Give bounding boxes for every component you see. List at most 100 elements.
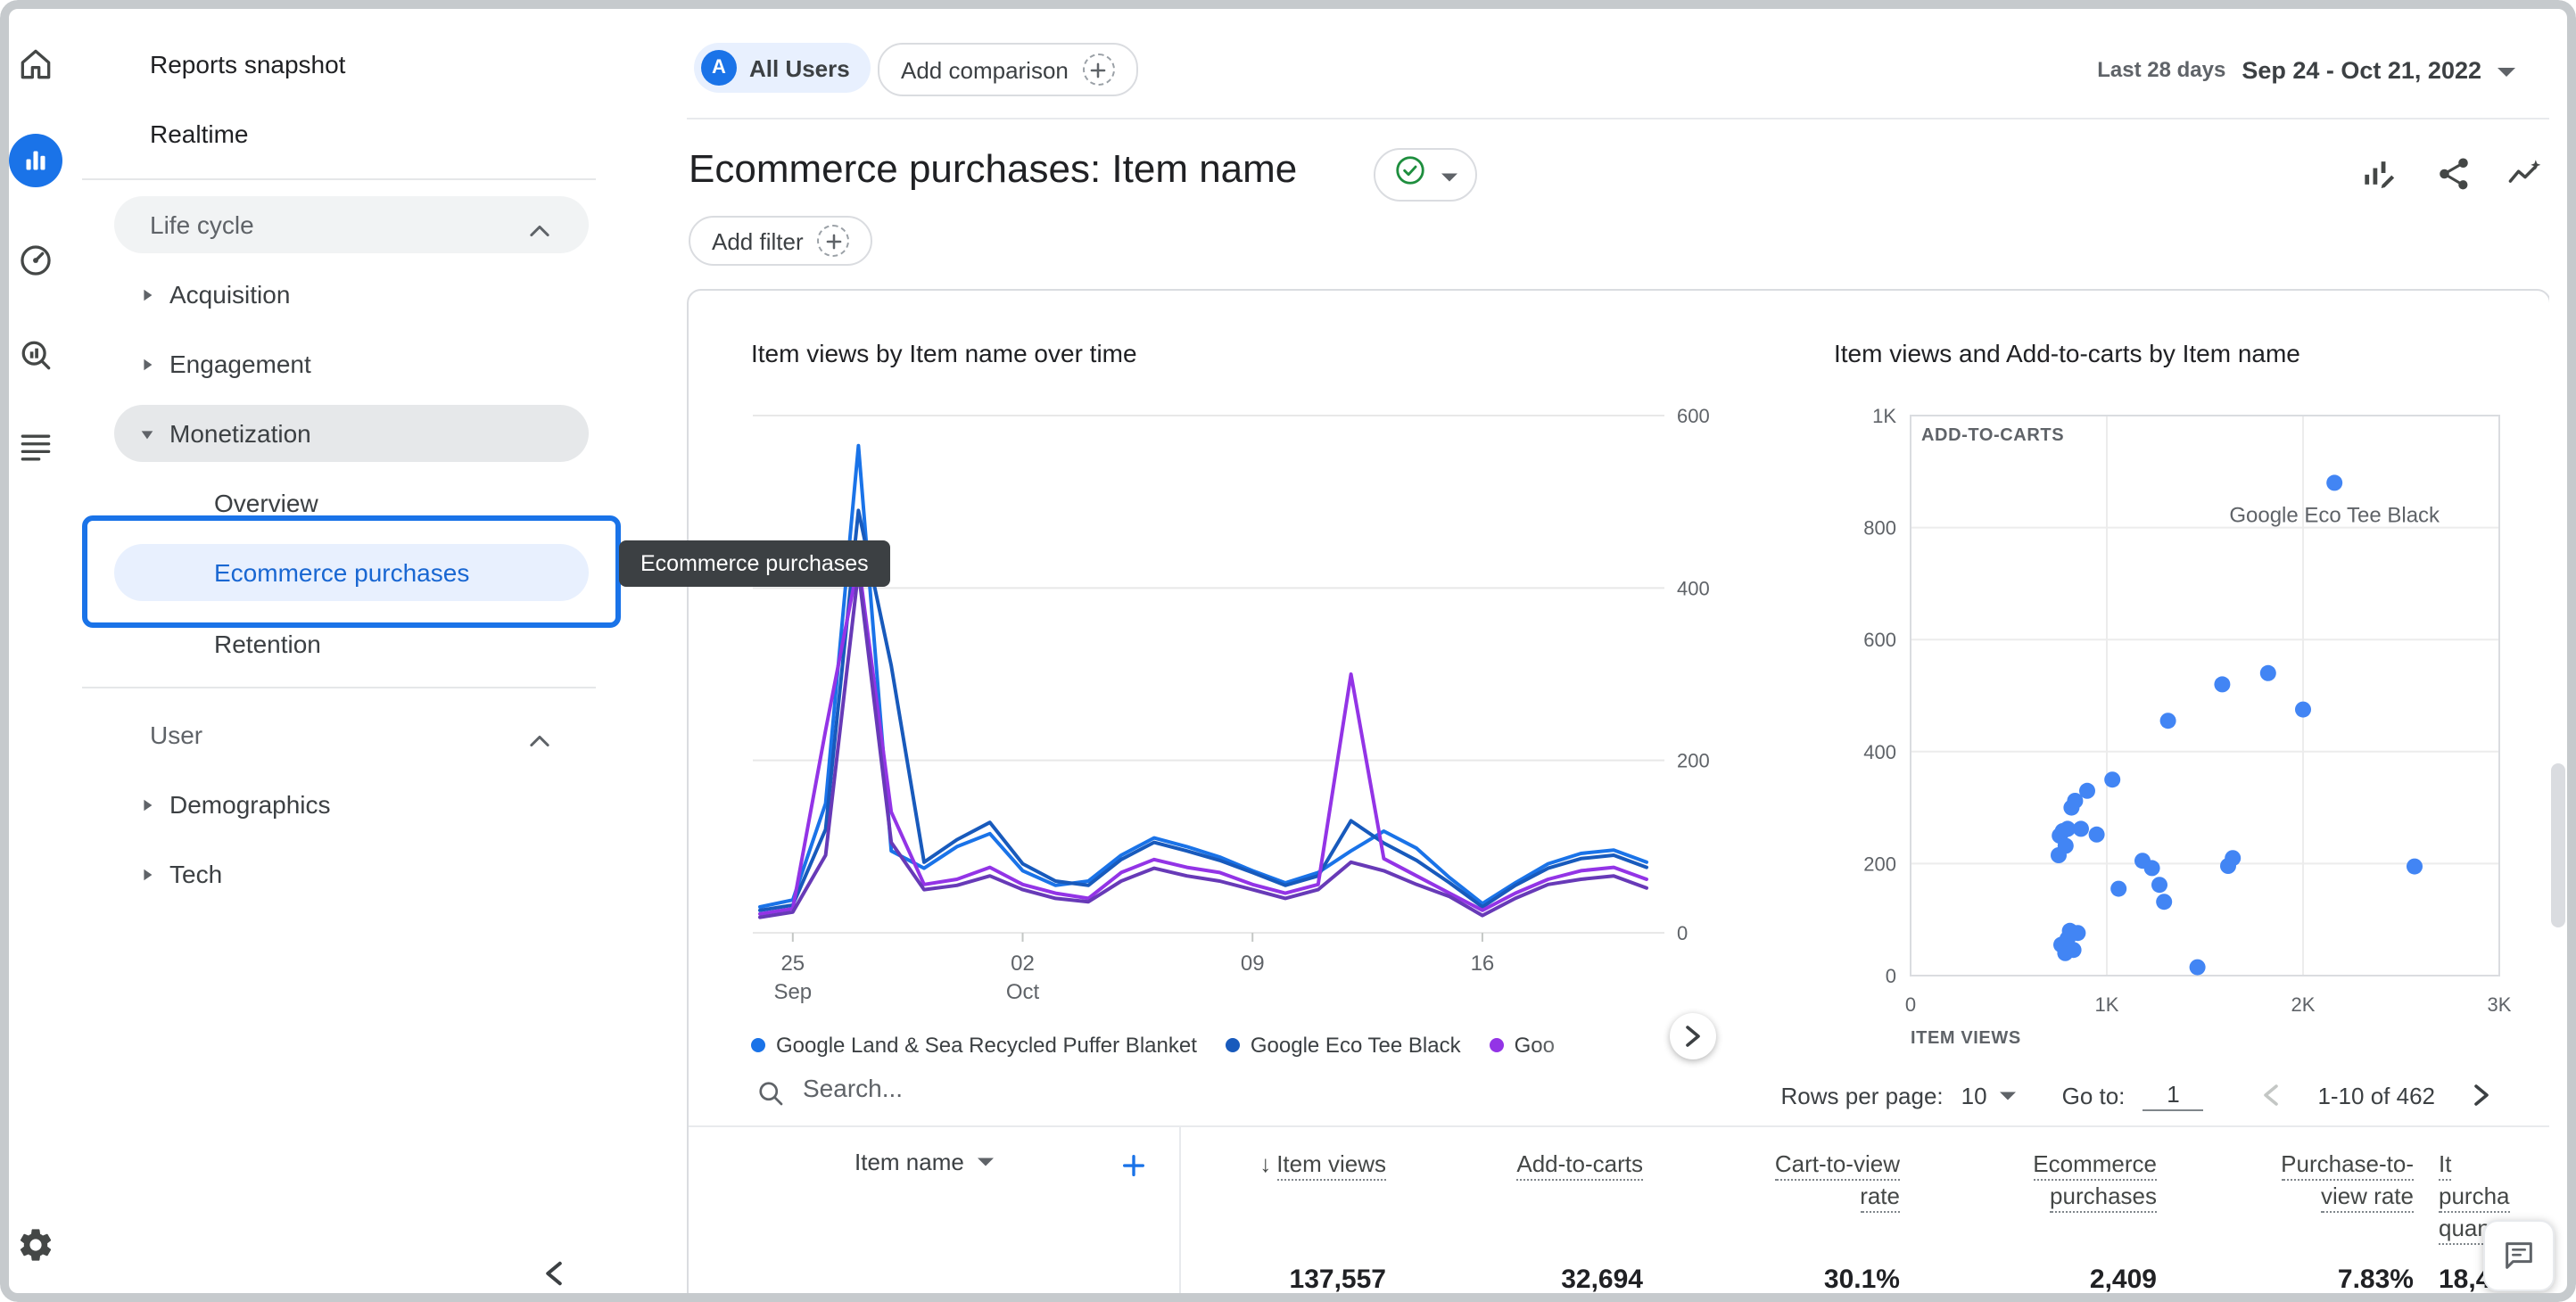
sidebar-item-overview[interactable]: Overview [114, 474, 589, 532]
svg-text:25: 25 [780, 952, 805, 976]
sidebar-section-user[interactable]: User [114, 706, 589, 763]
caret-down-icon [2498, 54, 2515, 86]
legend-label: Google Eco Tee Black [1250, 1033, 1461, 1058]
add-comparison-label: Add comparison [901, 56, 1069, 83]
sidebar-separator [82, 178, 596, 180]
column-divider [1179, 1127, 1181, 1302]
sidebar-item-label: Overview [214, 489, 318, 517]
svg-text:0: 0 [1886, 965, 1896, 987]
column-header-label: It [2439, 1150, 2452, 1181]
sidebar-item-monetization[interactable]: Monetization [114, 405, 589, 462]
column-header-label: Item views [1276, 1150, 1386, 1181]
sidebar-collapse-button[interactable] [526, 1247, 580, 1300]
rows-per-page-label: Rows per page: [1780, 1082, 1944, 1108]
plus-icon [1082, 54, 1115, 86]
dimension-header-label: Item name [855, 1149, 964, 1175]
sidebar-section-life-cycle[interactable]: Life cycle [114, 196, 589, 253]
explore-icon[interactable] [9, 328, 62, 382]
all-users-segment-chip[interactable]: A All Users [694, 43, 871, 93]
sidebar-item-reports-snapshot[interactable]: Reports snapshot [114, 36, 589, 93]
totals-ecommerce-purchases: 2,409 [2089, 1265, 2157, 1295]
sidebar-item-engagement[interactable]: Engagement [114, 335, 589, 392]
legend-dot [1489, 1038, 1504, 1052]
goto-page-input[interactable] [2143, 1079, 2204, 1111]
settings-gear-icon[interactable] [9, 1218, 62, 1272]
column-header-label: quan [2439, 1215, 2490, 1245]
legend-dot [1225, 1038, 1240, 1052]
svg-text:600: 600 [1677, 405, 1710, 427]
sidebar-item-demographics[interactable]: Demographics [114, 776, 589, 833]
reports-icon[interactable] [9, 134, 62, 187]
sidebar-item-label: Reports snapshot [150, 50, 346, 78]
share-icon[interactable] [2430, 150, 2476, 196]
customize-report-icon[interactable] [2355, 150, 2401, 196]
column-header-item-views[interactable]: ↓ Item views [1172, 1149, 1386, 1181]
column-header-cart-to-view-rate[interactable]: Cart-to-view rate [1686, 1149, 1900, 1213]
dimension-header-item-name[interactable]: Item name [855, 1149, 995, 1175]
next-page-icon[interactable] [2460, 1074, 2503, 1117]
add-comparison-button[interactable]: Add comparison [878, 43, 1138, 96]
totals-cart-to-view-rate: 30.1% [1823, 1265, 1900, 1295]
triangle-right-icon [139, 866, 157, 882]
caret-down-icon [1999, 1091, 2016, 1100]
triangle-down-icon [139, 425, 157, 441]
sidebar-item-label: Realtime [150, 119, 249, 148]
sidebar-item-label: Monetization [169, 419, 311, 448]
column-header-item-purchase-quantity[interactable]: It purcha quan [2439, 1149, 2549, 1245]
check-circle-icon [1393, 153, 1427, 196]
table-toolbar: Rows per page: 10 Go to: 1-10 of 462 [689, 1065, 2549, 1125]
scrollbar-thumb[interactable] [2551, 763, 2565, 927]
column-header-label: purcha [2439, 1183, 2510, 1213]
svg-text:Oct: Oct [1006, 980, 1040, 1004]
svg-text:ADD-TO-CARTS: ADD-TO-CARTS [1921, 425, 2064, 445]
svg-text:ITEM VIEWS: ITEM VIEWS [1911, 1028, 2021, 1048]
sidebar-item-label: Ecommerce purchases [214, 558, 470, 587]
column-header-add-to-carts[interactable]: Add-to-carts [1429, 1149, 1643, 1181]
date-range-picker[interactable]: Last 28 days Sep 24 - Oct 21, 2022 [2097, 54, 2515, 86]
sidebar-item-tech[interactable]: Tech [114, 845, 589, 902]
totals-add-to-carts: 32,694 [1561, 1265, 1643, 1295]
table-divider [689, 1125, 2549, 1127]
sidebar-item-ecommerce-purchases[interactable]: Ecommerce purchases [114, 544, 589, 601]
legend-item[interactable]: Google Eco Tee Black [1225, 1033, 1461, 1058]
report-card: Item views by Item name over time Item v… [687, 289, 2551, 1302]
legend-item[interactable]: Goo [1489, 1033, 1555, 1058]
avatar: A [701, 50, 737, 86]
search-icon [755, 1077, 787, 1118]
scatter-chart: 0 200 400 600 800 1K 0 1K 2K 3K ADD-TO-CARTS ITEM V… [1863, 405, 2511, 1048]
library-icon[interactable] [9, 421, 62, 474]
advertising-icon[interactable] [9, 234, 62, 287]
column-header-ecommerce-purchases[interactable]: Ecommerce purchases [1943, 1149, 2157, 1213]
prev-page-icon[interactable] [2250, 1074, 2292, 1117]
svg-text:1K: 1K [1872, 405, 1896, 427]
add-filter-button[interactable]: Add filter [689, 216, 873, 266]
sidebar-item-retention[interactable]: Retention [114, 615, 589, 672]
home-icon[interactable] [9, 37, 62, 91]
totals-item-purchase-quantity: 18,4 [2439, 1265, 2491, 1295]
sidebar-item-acquisition[interactable]: Acquisition [114, 266, 589, 323]
legend-next-button[interactable] [1670, 1013, 1716, 1059]
sidebar-item-label: Tech [169, 860, 223, 888]
svg-text:02: 02 [1011, 952, 1035, 976]
column-header-purchase-to-view-rate[interactable]: Purchase-to- view rate [2200, 1149, 2414, 1213]
search-input[interactable] [799, 1072, 1234, 1104]
sidebar-separator [82, 687, 596, 688]
all-users-label: All Users [749, 54, 850, 81]
insights-icon[interactable] [2501, 150, 2547, 196]
date-range-preset-label: Last 28 days [2097, 57, 2226, 82]
feedback-bubble-icon [2506, 1242, 2532, 1269]
sidebar-item-label: Engagement [169, 350, 311, 378]
legend-label: Goo [1514, 1033, 1555, 1058]
sidebar-item-realtime[interactable]: Realtime [114, 105, 589, 162]
add-filter-label: Add filter [712, 227, 804, 254]
legend-dot [751, 1038, 765, 1052]
report-status-dropdown[interactable] [1374, 148, 1477, 202]
legend-item[interactable]: Google Land & Sea Recycled Puffer Blanke… [751, 1033, 1197, 1058]
feedback-button[interactable] [2483, 1220, 2555, 1291]
triangle-right-icon [139, 286, 157, 302]
topbar-divider [685, 118, 2576, 119]
svg-text:Google Eco Tee Black: Google Eco Tee Black [2229, 503, 2440, 527]
add-column-button[interactable] [1110, 1141, 1156, 1188]
rows-per-page-select[interactable]: 10 [1961, 1082, 2016, 1108]
